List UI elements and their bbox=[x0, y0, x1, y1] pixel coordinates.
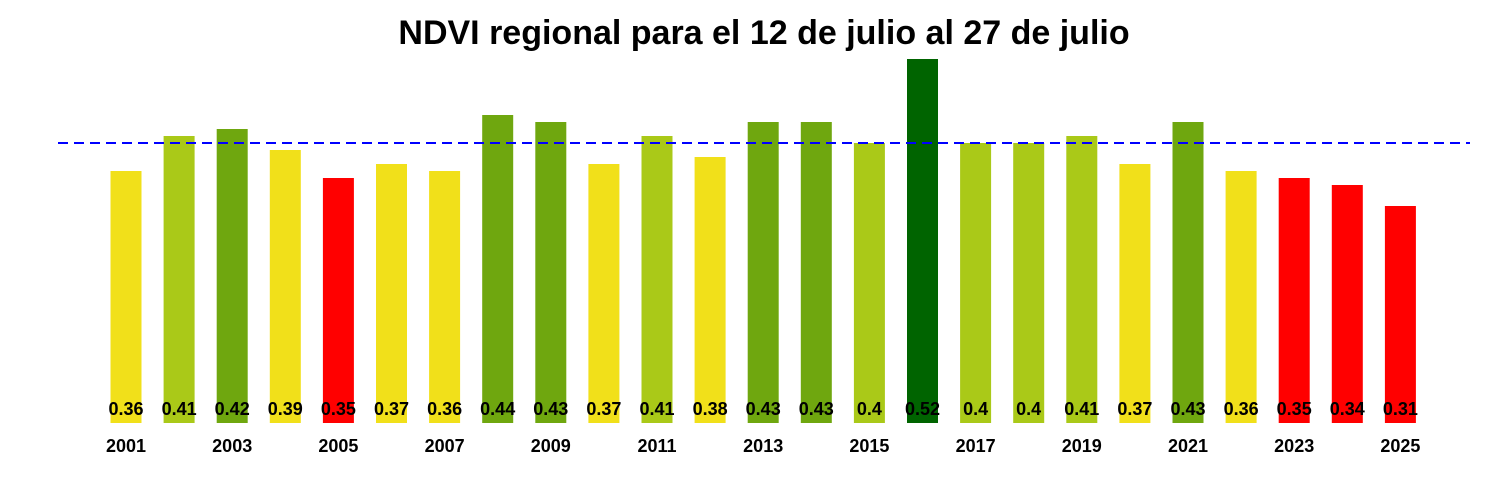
x-tick-label-2003: 2003 bbox=[212, 436, 252, 456]
bar-2012 bbox=[694, 157, 726, 423]
bar-2004 bbox=[269, 150, 301, 423]
value-label-2005: 0.35 bbox=[321, 399, 356, 419]
value-label-2006: 0.37 bbox=[374, 399, 409, 419]
bar-2021 bbox=[1172, 122, 1204, 423]
x-tick-label-2017: 2017 bbox=[956, 436, 996, 456]
value-label-2002: 0.41 bbox=[162, 399, 197, 419]
bar-2006 bbox=[376, 164, 407, 423]
bar-2018 bbox=[1013, 143, 1045, 423]
value-label-2009: 0.43 bbox=[533, 399, 568, 419]
x-tick-label-2011: 2011 bbox=[637, 436, 676, 456]
value-label-2016: 0.52 bbox=[905, 399, 940, 419]
bar-2019 bbox=[1066, 136, 1098, 423]
x-tick-label-2021: 2021 bbox=[1168, 436, 1208, 456]
value-label-2011: 0.41 bbox=[639, 399, 674, 419]
x-tick-label-2019: 2019 bbox=[1062, 436, 1102, 456]
x-tick-label-2009: 2009 bbox=[531, 436, 571, 456]
bar-2013 bbox=[747, 122, 779, 423]
bars-group bbox=[110, 59, 1416, 423]
bar-2023 bbox=[1278, 178, 1310, 423]
bar-2022 bbox=[1225, 171, 1257, 423]
bar-2014 bbox=[800, 122, 832, 423]
value-label-2013: 0.43 bbox=[746, 399, 781, 419]
bar-2007 bbox=[429, 171, 461, 423]
bar-2025 bbox=[1384, 206, 1416, 423]
x-tick-labels-group: 2001 2003 2005 2007 2009 2011 2013 2015 2017 2019… bbox=[106, 436, 1420, 456]
x-tick-label-2025: 2025 bbox=[1380, 436, 1420, 456]
value-labels-group: 0.36 0.41 0.42 0.39 0.35 0.37 0.36 0.44 0.43 0.37… bbox=[108, 399, 1417, 419]
value-label-2001: 0.36 bbox=[108, 399, 143, 419]
value-label-2020: 0.37 bbox=[1117, 399, 1152, 419]
value-label-2007: 0.36 bbox=[427, 399, 462, 419]
bar-2005 bbox=[322, 178, 354, 423]
value-label-2024: 0.34 bbox=[1330, 399, 1365, 419]
bar-2020 bbox=[1119, 164, 1151, 423]
x-tick-label-2015: 2015 bbox=[849, 436, 889, 456]
bar-2015 bbox=[853, 143, 885, 423]
value-label-2015: 0.4 bbox=[857, 399, 882, 419]
value-label-2008: 0.44 bbox=[480, 399, 515, 419]
bar-2002 bbox=[163, 136, 195, 423]
x-tick-label-2001: 2001 bbox=[106, 436, 146, 456]
chart-title: NDVI regional para el 12 de julio al 27 … bbox=[398, 14, 1129, 52]
bar-2017 bbox=[960, 143, 992, 423]
bar-2016 bbox=[907, 59, 938, 423]
value-label-2017: 0.4 bbox=[963, 399, 988, 419]
bar-2008 bbox=[482, 115, 514, 423]
value-label-2018: 0.4 bbox=[1016, 399, 1041, 419]
value-label-2023: 0.35 bbox=[1277, 399, 1312, 419]
value-label-2003: 0.42 bbox=[215, 399, 250, 419]
value-label-2010: 0.37 bbox=[586, 399, 621, 419]
value-label-2014: 0.43 bbox=[799, 399, 834, 419]
value-label-2012: 0.38 bbox=[693, 399, 728, 419]
bar-2024 bbox=[1331, 185, 1363, 423]
value-label-2004: 0.39 bbox=[268, 399, 303, 419]
x-tick-label-2005: 2005 bbox=[318, 436, 358, 456]
bar-2009 bbox=[535, 122, 567, 423]
value-label-2021: 0.43 bbox=[1170, 399, 1205, 419]
x-tick-label-2007: 2007 bbox=[425, 436, 465, 456]
value-label-2019: 0.41 bbox=[1064, 399, 1099, 419]
x-tick-label-2023: 2023 bbox=[1274, 436, 1314, 456]
value-label-2022: 0.36 bbox=[1224, 399, 1259, 419]
bar-2001 bbox=[110, 171, 142, 423]
x-tick-label-2013: 2013 bbox=[743, 436, 783, 456]
bar-2010 bbox=[588, 164, 620, 423]
value-label-2025: 0.31 bbox=[1383, 399, 1418, 419]
bar-2011 bbox=[641, 136, 673, 423]
bar-2003 bbox=[216, 129, 248, 423]
